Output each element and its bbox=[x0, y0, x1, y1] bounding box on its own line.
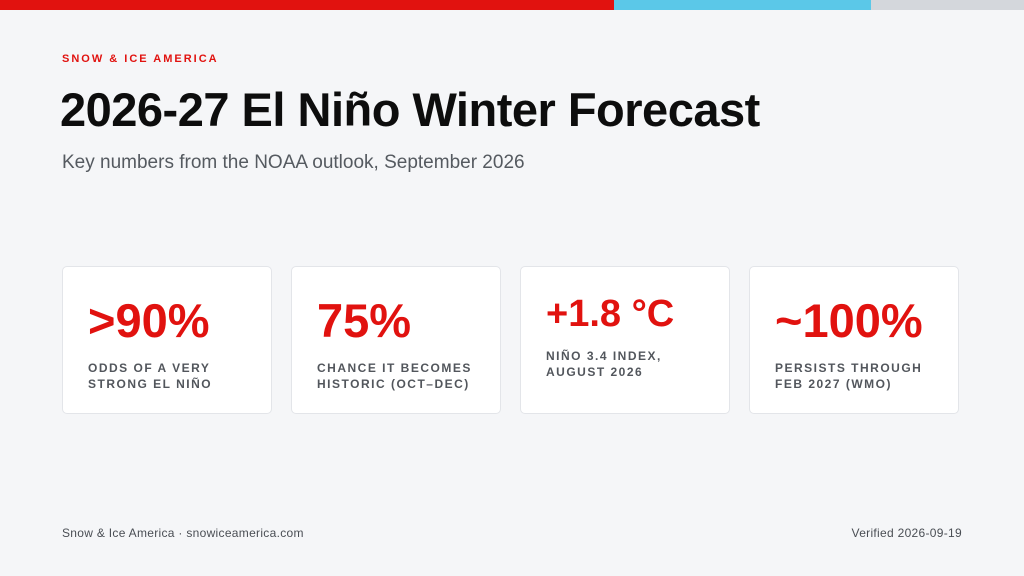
stat-card-index: +1.8 °C NIÑO 3.4 INDEX, AUGUST 2026 bbox=[520, 266, 730, 414]
top-accent-bar bbox=[0, 0, 1024, 10]
page-title: 2026-27 El Niño Winter Forecast bbox=[60, 83, 760, 136]
accent-bar-grey bbox=[871, 0, 1024, 10]
stat-label: CHANCE IT BECOMES HISTORIC (OCT–DEC) bbox=[317, 361, 472, 391]
accent-bar-blue bbox=[614, 0, 871, 10]
stat-card-odds: >90% ODDS OF A VERY STRONG EL NIÑO bbox=[62, 266, 272, 414]
stat-card-persistence: ~100% PERSISTS THROUGH FEB 2027 (WMO) bbox=[749, 266, 959, 414]
stat-label: NIÑO 3.4 INDEX, AUGUST 2026 bbox=[546, 349, 662, 379]
stat-value: 75% bbox=[317, 294, 412, 347]
stat-value: >90% bbox=[88, 294, 210, 347]
brand-label: SNOW & ICE AMERICA bbox=[62, 53, 219, 65]
stat-value: +1.8 °C bbox=[546, 293, 675, 335]
stat-label: ODDS OF A VERY STRONG EL NIÑO bbox=[88, 361, 213, 391]
stat-label: PERSISTS THROUGH FEB 2027 (WMO) bbox=[775, 361, 923, 391]
accent-bar-red bbox=[0, 0, 614, 10]
page-subtitle: Key numbers from the NOAA outlook, Septe… bbox=[62, 152, 525, 173]
stat-value: ~100% bbox=[775, 294, 923, 347]
stat-cards: >90% ODDS OF A VERY STRONG EL NIÑO 75% C… bbox=[62, 266, 959, 414]
stat-card-historic: 75% CHANCE IT BECOMES HISTORIC (OCT–DEC) bbox=[291, 266, 501, 414]
footer-verified: Verified 2026-09-19 bbox=[851, 526, 962, 540]
footer-source: Snow & Ice America · snowiceamerica.com bbox=[62, 526, 304, 540]
